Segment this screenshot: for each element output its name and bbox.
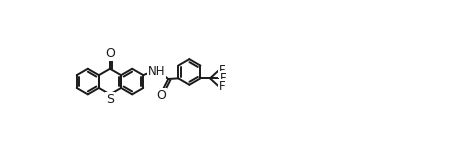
Text: O: O [156,89,166,102]
Text: O: O [105,47,115,60]
Text: F: F [220,72,226,85]
Text: F: F [219,64,225,77]
Text: F: F [219,80,225,93]
Text: S: S [106,93,114,106]
Text: NH: NH [148,65,165,78]
